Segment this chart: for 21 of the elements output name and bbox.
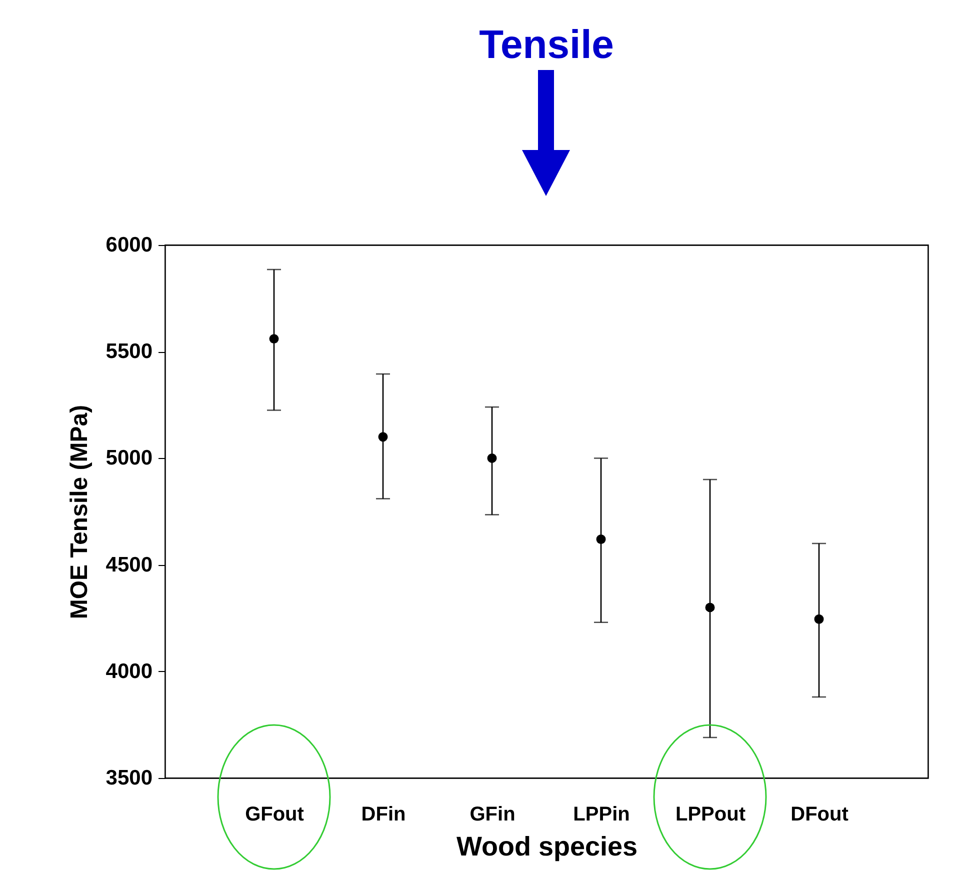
y-tick-label: 4500 [106, 553, 152, 576]
point [269, 334, 279, 344]
point [814, 614, 824, 624]
x-axis-title: Wood species [456, 832, 638, 862]
y-tick-label: 3500 [106, 766, 152, 790]
x-tick-label: GFout [245, 804, 304, 826]
y-tick-label: 5000 [106, 446, 152, 470]
x-tick-label: DFin [361, 804, 406, 826]
y-tick-label: 6000 [106, 234, 152, 256]
x-tick-label: GFin [470, 804, 516, 826]
point [487, 453, 497, 463]
point [378, 432, 388, 442]
y-tick-label: 4000 [106, 660, 152, 683]
chart-title: Tensile [479, 23, 614, 67]
x-tick-label: DFout [790, 804, 849, 826]
x-tick-label: LPPout [676, 804, 746, 826]
point [705, 602, 715, 612]
y-tick-label: 5500 [106, 340, 152, 364]
y-axis-title: MOE Tensile (MPa) [66, 404, 93, 620]
x-tick-label: LPPin [573, 804, 630, 826]
point [596, 534, 606, 544]
